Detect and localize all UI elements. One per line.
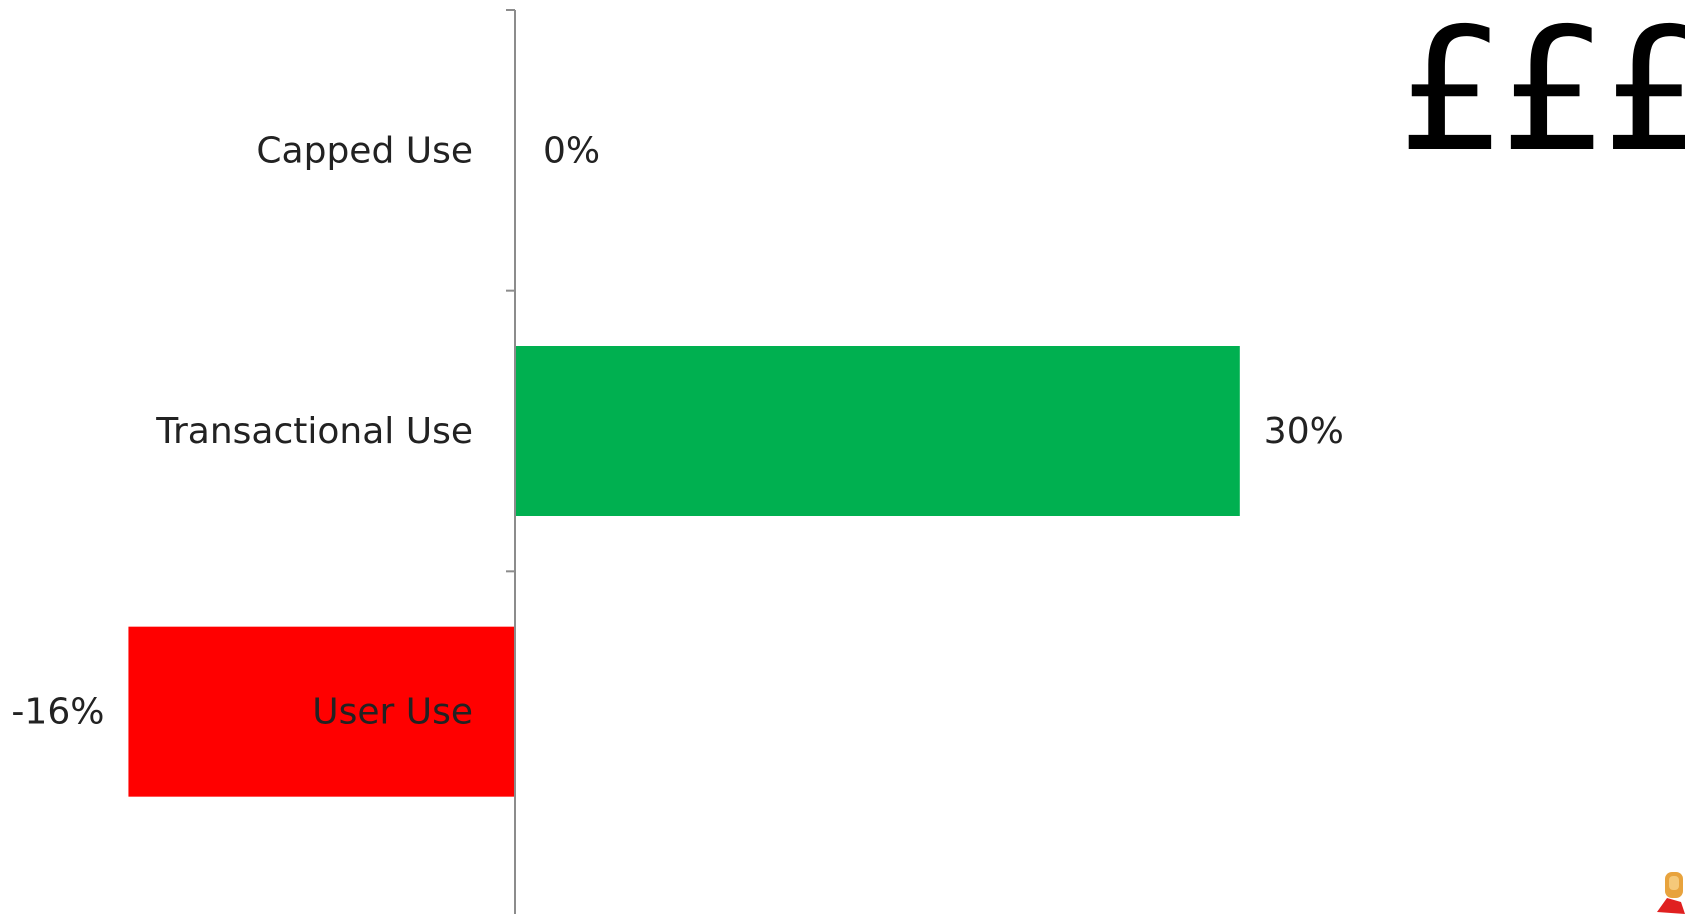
labels-layer: Capped Use 0% Transactional Use 30% User Use… <box>11 130 1343 732</box>
category-axis <box>506 9 516 914</box>
category-label-capped-use: Capped Use <box>256 130 473 171</box>
data-label-transactional-use: 30% <box>1264 411 1344 452</box>
bars-layer <box>128 346 1240 797</box>
data-label-capped-use: 0% <box>543 130 600 171</box>
bar-user-use <box>128 626 515 797</box>
corner-clipart-icon <box>1655 868 1685 914</box>
category-label-user-use: User Use <box>312 692 473 733</box>
data-label-user-use: -16% <box>11 692 104 733</box>
category-label-transactional-use: Transactional Use <box>155 411 473 452</box>
bar-transactional-use <box>515 346 1240 516</box>
currency-heading: £££ <box>1398 0 1685 190</box>
